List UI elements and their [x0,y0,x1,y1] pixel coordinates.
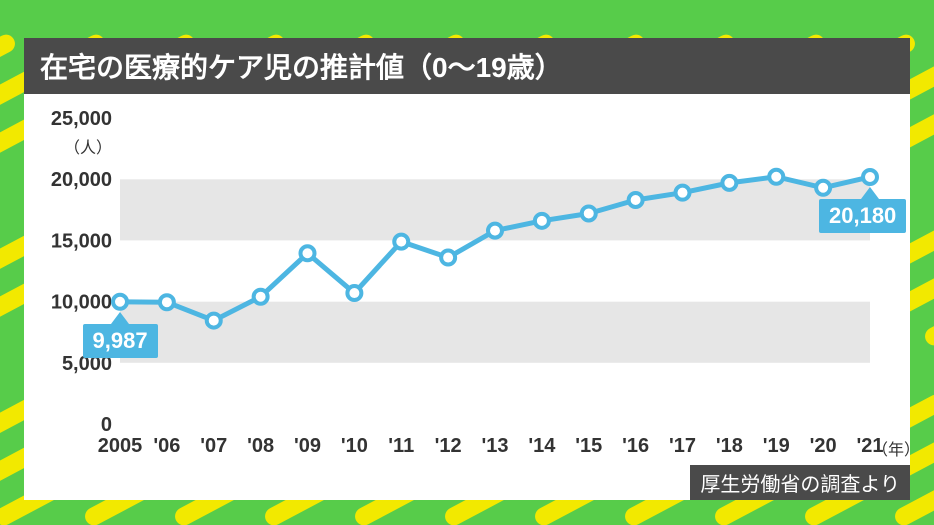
svg-text:25,000: 25,000 [51,108,112,130]
chart-title-text: 在宅の医療的ケア児の推計値（0～19歳） [40,46,563,86]
svg-text:'19: '19 [763,435,790,457]
svg-text:'18: '18 [716,435,743,457]
svg-text:'20: '20 [810,435,837,457]
x-axis-unit: （年） [872,436,920,460]
svg-text:'09: '09 [294,435,321,457]
chart-card: 在宅の医療的ケア児の推計値（0～19歳） 05,00010,00015,0002… [24,38,910,500]
chart-title: 在宅の医療的ケア児の推計値（0～19歳） [24,38,910,94]
svg-text:'14: '14 [528,435,556,457]
svg-text:20,000: 20,000 [51,169,112,191]
svg-text:2005: 2005 [98,435,143,457]
svg-text:'17: '17 [669,435,696,457]
svg-text:10,000: 10,000 [51,292,112,314]
callout-pointer [861,187,879,199]
svg-text:'08: '08 [247,435,274,457]
source-text: 厚生労働省の調査より [700,474,900,496]
svg-text:'07: '07 [200,435,227,457]
value-callout: 20,180 [819,199,906,233]
svg-text:0: 0 [101,414,112,436]
svg-text:15,000: 15,000 [51,230,112,252]
svg-text:'10: '10 [341,435,368,457]
line-chart: 05,00010,00015,00020,00025,0002005'06'07… [24,94,910,474]
callout-pointer [111,312,129,324]
svg-text:'16: '16 [622,435,649,457]
svg-text:'13: '13 [481,435,508,457]
svg-text:'11: '11 [388,435,414,457]
svg-text:'15: '15 [575,435,602,457]
source-credit: 厚生労働省の調査より [690,465,910,500]
value-callout: 9,987 [83,324,158,358]
svg-text:'12: '12 [435,435,462,457]
y-axis-unit: （人） [64,134,112,158]
svg-text:'06: '06 [153,435,180,457]
